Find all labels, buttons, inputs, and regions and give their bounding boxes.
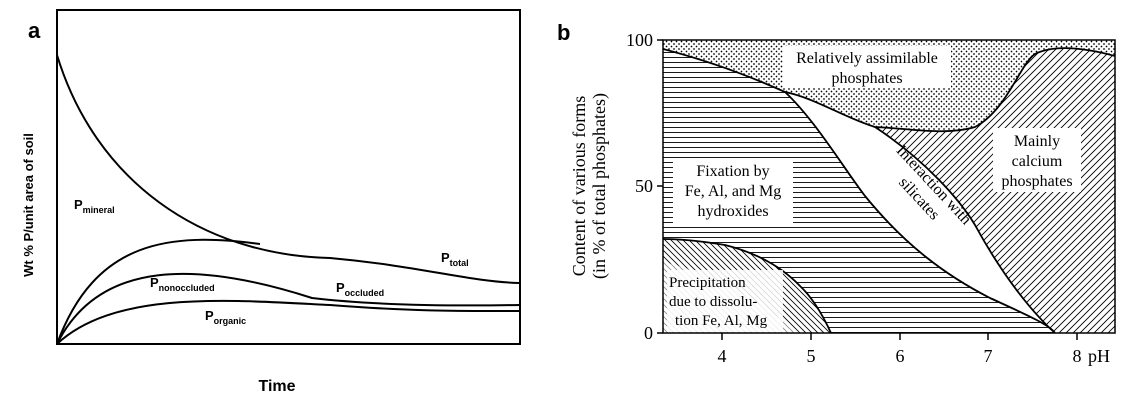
label-p-occluded: Poccluded	[336, 280, 384, 298]
svg-text:Relatively assimilable: Relatively assimilable	[796, 50, 938, 67]
panel-b: b 100 50 0	[545, 0, 1126, 397]
svg-text:phosphates: phosphates	[831, 70, 902, 87]
svg-text:Fe, Al, and Mg: Fe, Al, and Mg	[685, 183, 781, 200]
organic-curve	[56, 299, 521, 345]
label-p-mineral: Pmineral	[74, 197, 115, 215]
label-fixation: Fixation by Fe, Al, and Mg hydroxides	[673, 158, 793, 224]
x-tick-4: 4	[718, 346, 727, 366]
x-tick-5: 5	[807, 346, 816, 366]
panel-b-y-label-line2: (in % of total phosphates)	[589, 93, 610, 279]
y-tick-0: 0	[644, 323, 653, 343]
label-assimilable: Relatively assimilable phosphates	[783, 46, 951, 88]
nonoccluded-upper-curve	[56, 238, 261, 345]
label-p-nonoccluded: Pnonoccluded	[150, 275, 215, 293]
svg-text:Mainly: Mainly	[1014, 133, 1060, 150]
label-precipitation: Precipitation due to dissolu- tion Fe, A…	[667, 270, 783, 332]
x-tick-6: 6	[896, 346, 905, 366]
x-tick-7: 7	[984, 346, 993, 366]
label-p-organic: Porganic	[205, 308, 246, 326]
total-p-curve	[56, 54, 521, 284]
svg-text:phosphates: phosphates	[1001, 173, 1072, 190]
panel-b-y-label-line1: Content of various forms	[569, 96, 589, 276]
svg-text:Precipitation: Precipitation	[669, 275, 746, 291]
svg-text:Fixation by: Fixation by	[696, 163, 769, 180]
boundary-silicates-calcium	[874, 126, 1056, 333]
panel-a-x-axis-label: Time	[258, 378, 295, 395]
svg-text:tion Fe, Al, Mg: tion Fe, Al, Mg	[675, 313, 768, 329]
panel-a-y-axis-label: Wt % P/unit area of soil	[21, 133, 36, 277]
svg-text:calcium: calcium	[1012, 153, 1063, 170]
panel-a-frame	[56, 9, 521, 345]
boundary-precipitation	[663, 238, 832, 333]
boundary-fixation-silicates	[784, 91, 1056, 333]
panel-b-diagram: b 100 50 0	[557, 20, 1116, 366]
panel-a-diagram: a Pmineral Ptotal Pnonoccluded Poccluded…	[21, 9, 521, 395]
region-fixation	[663, 49, 1055, 333]
x-ticks: 4 5 6 7 8 pH	[718, 333, 1110, 366]
label-calcium: Mainly calcium phosphates	[993, 128, 1081, 192]
x-tick-8: 8	[1073, 346, 1082, 366]
boundary-assimilable	[663, 47, 1115, 133]
panel-a-letter: a	[28, 18, 41, 43]
panel-b-letter: b	[557, 20, 570, 45]
svg-text:due to dissolu-: due to dissolu-	[669, 294, 757, 310]
y-tick-50: 50	[635, 176, 653, 196]
y-tick-100: 100	[626, 30, 653, 50]
occluded-boundary-curve	[56, 272, 521, 345]
svg-text:hydroxides: hydroxides	[697, 203, 768, 220]
panel-a: a Pmineral Ptotal Pnonoccluded Poccluded…	[0, 0, 540, 397]
x-unit-ph: pH	[1088, 346, 1110, 366]
label-p-total: Ptotal	[441, 250, 469, 268]
y-ticks: 100 50 0	[626, 30, 663, 343]
